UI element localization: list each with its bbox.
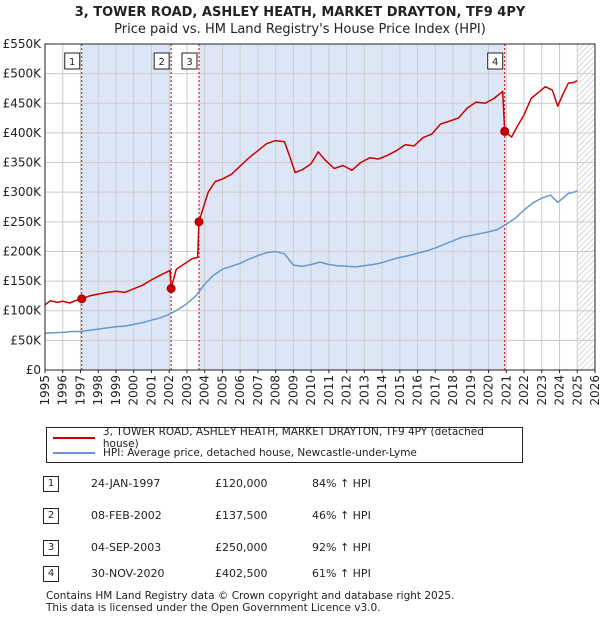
sale-2-label: 2 xyxy=(158,57,164,68)
sale-hpi-diff: 92% ↑ HPI xyxy=(312,541,371,554)
x-tick-label: 2009 xyxy=(286,375,300,406)
y-tick-label: £0 xyxy=(26,363,41,377)
plot-frame xyxy=(44,43,596,371)
x-tick-label: 2005 xyxy=(215,375,229,406)
x-tick-label: 2006 xyxy=(233,375,247,406)
x-tick-label: 2025 xyxy=(570,375,584,406)
x-tick-label: 2014 xyxy=(375,375,389,406)
x-tick-label: 2021 xyxy=(499,375,513,406)
y-tick-label: £500K xyxy=(3,67,43,81)
x-tick-label: 2023 xyxy=(535,375,549,406)
y-tick-label: £550K xyxy=(3,37,43,51)
footer: Contains HM Land Registry data © Crown c… xyxy=(46,590,454,614)
y-tick-label: £200K xyxy=(3,244,43,258)
ownership-shade-2 xyxy=(199,44,505,370)
sale-3-label-box xyxy=(181,52,198,70)
x-tick-label: 2012 xyxy=(340,375,354,406)
x-tick-label: 2008 xyxy=(269,375,283,406)
x-tick-label: 2022 xyxy=(517,375,531,406)
x-tick-label: 2010 xyxy=(304,375,318,406)
y-tick-label: £50K xyxy=(10,333,42,347)
x-tick-label: 2013 xyxy=(357,375,371,406)
y-tick-label: £450K xyxy=(3,96,43,110)
x-tick-label: 2015 xyxy=(393,375,407,406)
sale-number-badge: 2 xyxy=(43,508,59,524)
sale-price: £137,500 xyxy=(215,509,268,522)
sale-4-point xyxy=(500,126,510,136)
x-tick-label: 2019 xyxy=(464,375,478,406)
sale-number-badge: 4 xyxy=(43,566,59,582)
sale-number-badge: 3 xyxy=(43,540,59,556)
legend-hpi-swatch xyxy=(53,451,95,454)
sale-4-label-box xyxy=(487,52,504,70)
sale-2-point xyxy=(166,284,176,293)
x-tick-label: 1996 xyxy=(56,375,70,406)
sale-1-label-box xyxy=(64,52,81,70)
x-tick-label: 2011 xyxy=(322,375,336,406)
chart-subtitle: Price paid vs. HM Land Registry's House … xyxy=(114,22,486,37)
x-tick-label: 1999 xyxy=(109,375,123,406)
y-tick-label: £100K xyxy=(3,304,43,318)
x-tick-label: 2000 xyxy=(127,375,141,406)
hpi-line xyxy=(44,190,578,335)
chart-title: 3, TOWER ROAD, ASHLEY HEATH, MARKET DRAY… xyxy=(74,5,526,20)
sale-price: £250,000 xyxy=(215,541,268,554)
sale-date: 08-FEB-2002 xyxy=(91,509,162,522)
sale-number-badge: 1 xyxy=(43,476,59,492)
footer-copyright: Contains HM Land Registry data © Crown c… xyxy=(46,590,455,602)
x-tick-label: 2026 xyxy=(588,375,600,406)
footer-licence: This data is licensed under the Open Gov… xyxy=(46,602,381,614)
sale-price: £120,000 xyxy=(215,477,268,490)
sale-3-label: 3 xyxy=(186,57,192,68)
y-tick-label: £400K xyxy=(3,126,43,140)
legend-hpi-label: HPI: Average price, detached house, Newc… xyxy=(103,446,417,459)
legend-property-swatch xyxy=(53,436,95,439)
sale-hpi-diff: 61% ↑ HPI xyxy=(312,567,371,580)
sale-hpi-diff: 84% ↑ HPI xyxy=(312,477,371,490)
x-tick-label: 2018 xyxy=(446,375,460,406)
x-tick-label: 2016 xyxy=(411,375,425,406)
legend: 3, TOWER ROAD, ASHLEY HEATH, MARKET DRAY… xyxy=(46,426,523,463)
x-tick-label: 2001 xyxy=(144,375,158,406)
x-tick-label: 2004 xyxy=(198,375,212,406)
legend-item-property: 3, TOWER ROAD, ASHLEY HEATH, MARKET DRAY… xyxy=(53,426,522,450)
x-tick-label: 2003 xyxy=(180,375,194,406)
sale-date: 30-NOV-2020 xyxy=(91,567,165,580)
price-chart: 1 2 3 4 £0 £50K £100K £150K £200K £250K £300K £350K… xyxy=(3,37,600,406)
y-tick-label: £150K xyxy=(3,274,43,288)
table-row: 4 30-NOV-2020 £402,500 61% ↑ HPI xyxy=(0,566,600,584)
sale-3-point xyxy=(194,217,204,227)
sale-hpi-diff: 46% ↑ HPI xyxy=(312,509,371,522)
future-hatch xyxy=(577,44,595,370)
y-tick-label: £250K xyxy=(3,215,43,229)
sale-1-point xyxy=(77,294,87,304)
sale-1-label: 1 xyxy=(69,57,75,68)
legend-property-label: 3, TOWER ROAD, ASHLEY HEATH, MARKET DRAY… xyxy=(102,425,484,450)
table-row: 1 24-JAN-1997 £120,000 84% ↑ HPI xyxy=(0,476,600,494)
sale-4-label: 4 xyxy=(492,57,498,68)
ownership-shade-1 xyxy=(81,44,172,370)
table-row: 3 04-SEP-2003 £250,000 92% ↑ HPI xyxy=(0,540,600,558)
y-tick-label: £300K xyxy=(3,185,43,199)
x-tick-label: 2017 xyxy=(428,375,442,406)
x-tick-label: 2002 xyxy=(162,375,176,406)
sale-price: £402,500 xyxy=(215,567,268,580)
x-tick-label: 1995 xyxy=(38,375,52,406)
x-tick-label: 1997 xyxy=(73,375,87,406)
table-row: 2 08-FEB-2002 £137,500 46% ↑ HPI xyxy=(0,508,600,526)
x-tick-label: 2007 xyxy=(251,375,265,406)
x-tick-label: 1998 xyxy=(91,375,105,406)
sale-date: 04-SEP-2003 xyxy=(91,541,162,554)
y-tick-label: £350K xyxy=(3,156,43,170)
x-tick-label: 2020 xyxy=(482,375,496,406)
legend-item-hpi: HPI: Average price, detached house, Newc… xyxy=(53,445,417,460)
x-tick-label: 2024 xyxy=(553,375,567,406)
sale-2-label-box xyxy=(153,52,170,70)
sale-date: 24-JAN-1997 xyxy=(91,477,161,490)
